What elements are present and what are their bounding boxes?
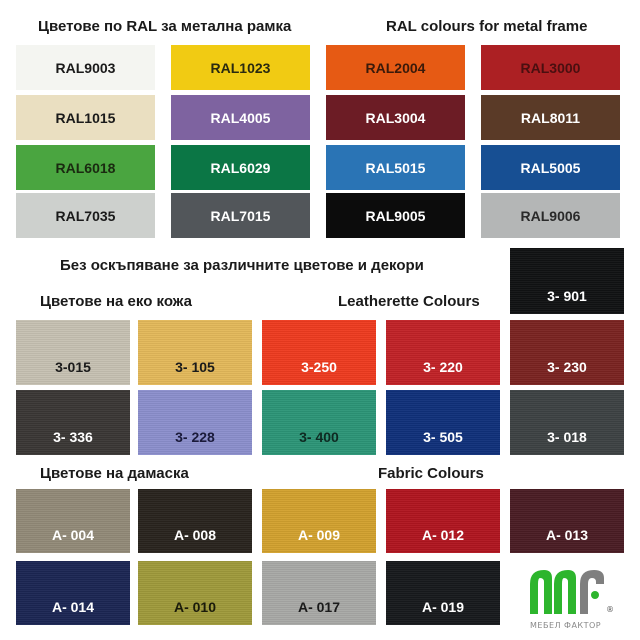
swatch-label: RAL3000 <box>520 59 581 76</box>
swatch-label: RAL6018 <box>55 159 116 176</box>
swatch-label: RAL9005 <box>365 207 426 224</box>
leather-swatch: 3- 901 <box>510 248 624 314</box>
swatch-label: 3- 220 <box>423 359 463 375</box>
fabric-swatch: A- 009 <box>262 489 376 553</box>
swatch-label: 3-250 <box>301 359 337 375</box>
ral-swatch: RAL1015 <box>16 95 155 140</box>
fabric-swatch: A- 008 <box>138 489 252 553</box>
swatch-label: A- 009 <box>297 527 341 543</box>
swatch-label: RAL4005 <box>210 109 271 126</box>
ral-swatch: RAL3004 <box>326 95 465 140</box>
swatch-label: RAL5005 <box>520 159 581 176</box>
swatch-label: RAL8011 <box>520 109 581 126</box>
leather-swatch: 3-015 <box>16 320 130 385</box>
ral-swatch: RAL9003 <box>16 45 155 90</box>
ral-title-en: RAL colours for metal frame <box>386 18 588 35</box>
fabric-swatch: A- 013 <box>510 489 624 553</box>
ral-swatch: RAL5015 <box>326 145 465 190</box>
swatch-label: RAL3004 <box>365 109 426 126</box>
swatch-label: A- 014 <box>51 599 95 615</box>
logo-mark-icon: ® МЕБЕЛ ФАКТОР <box>530 570 614 630</box>
swatch-label: RAL9003 <box>55 59 116 76</box>
fabric-swatch: A- 012 <box>386 489 500 553</box>
ral-swatch: RAL3000 <box>481 45 620 90</box>
swatch-label: A- 010 <box>173 599 217 615</box>
swatch-label: RAL9006 <box>520 207 581 224</box>
leather-swatch: 3- 105 <box>138 320 252 385</box>
leather-swatch: 3- 230 <box>510 320 624 385</box>
swatch-label: 3- 505 <box>423 429 463 445</box>
ral-swatch: RAL1023 <box>171 45 310 90</box>
swatch-label: 3- 336 <box>53 429 93 445</box>
swatch-label: RAL7015 <box>210 207 271 224</box>
swatch-label: A- 019 <box>421 599 465 615</box>
fabric-swatch: A- 014 <box>16 561 130 625</box>
fabric-title-bg: Цветове на дамаска <box>40 465 189 482</box>
leather-swatch: 3- 220 <box>386 320 500 385</box>
no-extra-cost-note: Без оскъпяване за различните цветове и д… <box>60 257 424 274</box>
swatch-label: 3- 230 <box>547 359 587 375</box>
ral-swatch: RAL6029 <box>171 145 310 190</box>
swatch-label: RAL1015 <box>55 109 116 126</box>
swatch-label: 3- 400 <box>299 429 339 445</box>
leather-swatch: 3- 400 <box>262 390 376 455</box>
swatch-label: A- 004 <box>51 527 95 543</box>
swatch-label: A- 008 <box>173 527 217 543</box>
ral-swatch: RAL6018 <box>16 145 155 190</box>
ral-swatch: RAL7015 <box>171 193 310 238</box>
swatch-label: RAL6029 <box>210 159 271 176</box>
fabric-swatch: A- 017 <box>262 561 376 625</box>
fabric-swatch: A- 019 <box>386 561 500 625</box>
swatch-label: 3- 018 <box>547 429 587 445</box>
swatch-label: A- 017 <box>297 599 341 615</box>
swatch-label: 3-015 <box>55 359 91 375</box>
ral-swatch: RAL7035 <box>16 193 155 238</box>
svg-text:МЕБЕЛ ФАКТОР: МЕБЕЛ ФАКТОР <box>530 621 601 630</box>
fabric-swatch: A- 004 <box>16 489 130 553</box>
swatch-label: 3- 105 <box>175 359 215 375</box>
ral-swatch: RAL2004 <box>326 45 465 90</box>
swatch-label: A- 013 <box>545 527 589 543</box>
fabric-title-en: Fabric Colours <box>378 465 484 482</box>
leather-title-bg: Цветове на еко кожа <box>40 293 192 310</box>
fabric-swatch: A- 010 <box>138 561 252 625</box>
leather-swatch: 3- 228 <box>138 390 252 455</box>
ral-swatch: RAL9006 <box>481 193 620 238</box>
swatch-label: 3- 228 <box>175 429 215 445</box>
swatch-label: RAL1023 <box>210 59 271 76</box>
brand-logo: ® МЕБЕЛ ФАКТОР <box>526 562 616 632</box>
svg-text:®: ® <box>606 605 614 614</box>
leather-title-en: Leatherette Colours <box>338 293 480 310</box>
ral-swatch: RAL4005 <box>171 95 310 140</box>
swatch-label: 3- 901 <box>547 288 587 304</box>
leather-swatch: 3- 505 <box>386 390 500 455</box>
ral-title-bg: Цветове по RAL за метална рамка <box>38 18 292 35</box>
ral-swatch: RAL9005 <box>326 193 465 238</box>
ral-swatch: RAL5005 <box>481 145 620 190</box>
swatch-label: A- 012 <box>421 527 465 543</box>
swatch-label: RAL2004 <box>365 59 426 76</box>
leather-swatch: 3- 018 <box>510 390 624 455</box>
leather-swatch: 3-250 <box>262 320 376 385</box>
swatch-label: RAL7035 <box>55 207 116 224</box>
ral-swatch: RAL8011 <box>481 95 620 140</box>
leather-swatch: 3- 336 <box>16 390 130 455</box>
swatch-label: RAL5015 <box>365 159 426 176</box>
